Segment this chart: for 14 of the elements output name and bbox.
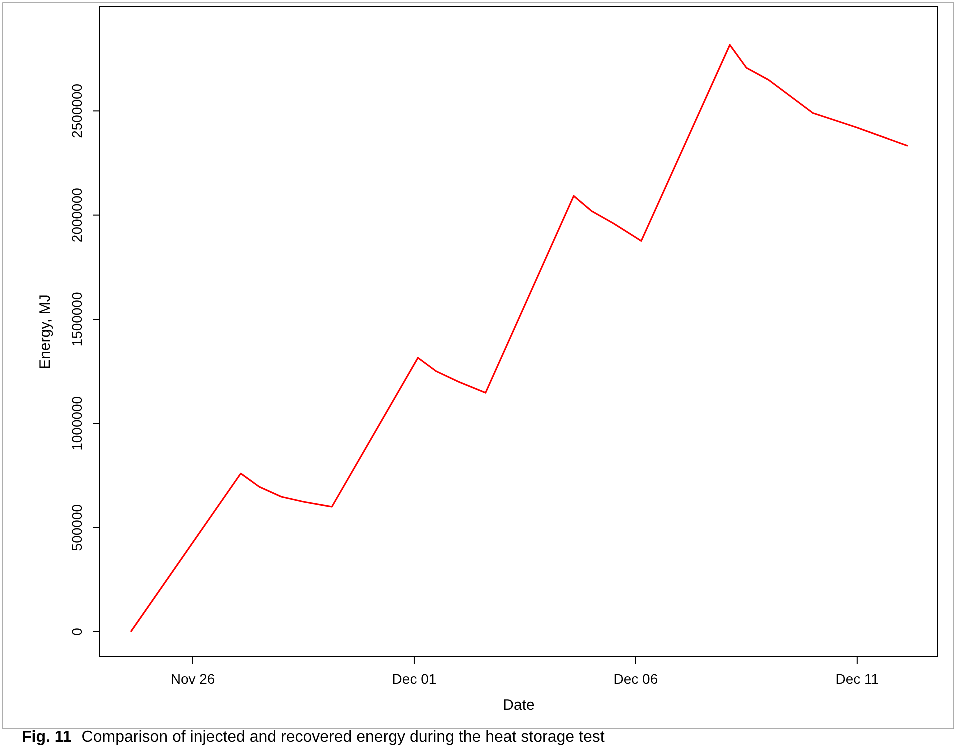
y-tick-label: 1500000 [69,292,85,347]
x-axis-title: Date [503,697,535,714]
x-tick-label: Dec 06 [614,671,658,687]
x-tick-label: Dec 11 [836,671,880,687]
y-tick-label: 1000000 [69,396,85,451]
x-tick-label: Nov 26 [170,671,216,687]
y-tick-label: 0 [69,628,85,636]
y-tick-label: 2500000 [69,84,85,138]
x-tick-label: Dec 01 [392,671,437,687]
y-tick-label: 500000 [69,504,85,552]
y-tick-label: 2000000 [69,188,85,243]
text: Comparison of injected and recovered energy during the heat storage test [82,729,606,746]
text: Fig. 11 [22,729,72,746]
y-axis-title: Energy, MJ [37,294,54,370]
